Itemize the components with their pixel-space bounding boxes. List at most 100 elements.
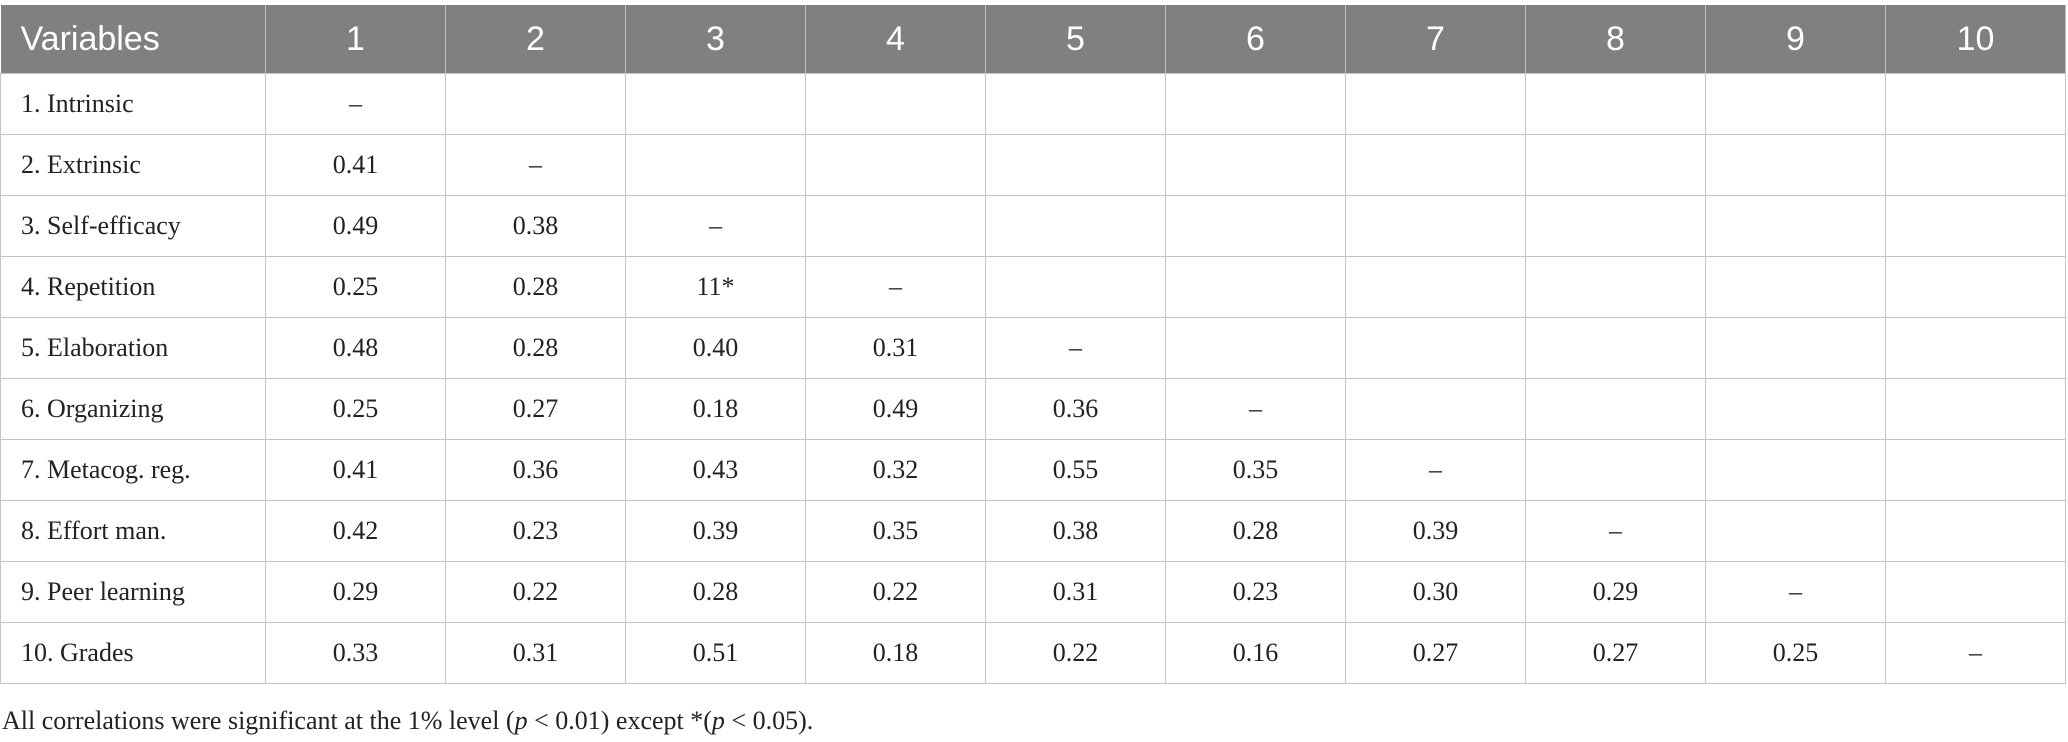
table-cell: 0.41: [265, 134, 446, 196]
empty-cell: [1705, 378, 1886, 440]
table-cell: 0.32: [805, 439, 986, 501]
table-cell: –: [1885, 622, 2066, 684]
footnote-text: p: [514, 706, 528, 735]
table-cell: 0.28: [1165, 500, 1346, 562]
table-row: 8. Effort man. 0.42 0.23 0.39 0.35 0.38 0.28 0.…: [0, 500, 2066, 562]
empty-cell: [985, 256, 1166, 318]
header-cell: 6: [1165, 5, 1346, 74]
row-label: 5. Elaboration: [0, 317, 266, 379]
table-cell: –: [1525, 500, 1706, 562]
table-cell: 0.55: [985, 439, 1166, 501]
empty-cell: [1705, 256, 1886, 318]
footnote-text: < 0.01) except *(: [527, 706, 712, 735]
table-cell: 0.29: [1525, 561, 1706, 623]
table-cell: –: [265, 73, 446, 135]
row-label: 2. Extrinsic: [0, 134, 266, 196]
table-row: 5. Elaboration 0.48 0.28 0.40 0.31–: [0, 317, 2066, 379]
row-label: 4. Repetition: [0, 256, 266, 318]
empty-cell: [1705, 134, 1886, 196]
table-cell: 0.23: [445, 500, 626, 562]
table-cell: 0.35: [1165, 439, 1346, 501]
table-cell: 0.31: [985, 561, 1166, 623]
empty-cell: [1885, 134, 2066, 196]
empty-cell: [1165, 195, 1346, 257]
header-row: Variables 1 2 3 4 5 6 7 8 9 10: [0, 5, 2066, 74]
table-row: 4. Repetition 0.25 0.28 11* –: [0, 256, 2066, 318]
table-body: 1. Intrinsic –2. Extrinsic 0.41–3. Self-ef…: [0, 73, 2066, 684]
table-cell: 0.27: [1345, 622, 1526, 684]
table-cell: 0.18: [805, 622, 986, 684]
empty-cell: [1165, 134, 1346, 196]
table-cell: 11*: [625, 256, 806, 318]
empty-cell: [1885, 256, 2066, 318]
empty-cell: [1705, 439, 1886, 501]
empty-cell: [1885, 561, 2066, 623]
row-label: 1. Intrinsic: [0, 73, 266, 135]
table-row: 10. Grades 0.33 0.31 0.51 0.18 0.22 0.16 0.27 0.…: [0, 622, 2066, 684]
empty-cell: [1525, 195, 1706, 257]
table-cell: 0.22: [805, 561, 986, 623]
empty-cell: [1885, 195, 2066, 257]
table-cell: 0.28: [445, 317, 626, 379]
table-cell: 0.39: [1345, 500, 1526, 562]
empty-cell: [985, 134, 1166, 196]
header-cell: 9: [1705, 5, 1886, 74]
footnote: All correlations were significant at the…: [2, 706, 813, 736]
table-row: 2. Extrinsic 0.41–: [0, 134, 2066, 196]
header-cell: 3: [625, 5, 806, 74]
empty-cell: [1345, 195, 1526, 257]
table-cell: 0.36: [445, 439, 626, 501]
empty-cell: [1165, 317, 1346, 379]
empty-cell: [1885, 317, 2066, 379]
table-cell: –: [625, 195, 806, 257]
table-cell: 0.16: [1165, 622, 1346, 684]
table-cell: –: [985, 317, 1166, 379]
footnote-text: All correlations were significant at the…: [2, 706, 515, 735]
table-row: 6. Organizing 0.25 0.27 0.18 0.49 0.36–: [0, 378, 2066, 440]
empty-cell: [1525, 73, 1706, 135]
table-cell: 0.23: [1165, 561, 1346, 623]
empty-cell: [985, 73, 1166, 135]
table-cell: 0.29: [265, 561, 446, 623]
table-cell: 0.25: [265, 378, 446, 440]
empty-cell: [805, 73, 986, 135]
correlation-table: Variables 1 2 3 4 5 6 7 8 9 10 1. Intrinsic –2. Ext…: [0, 5, 2066, 684]
header-cell: 7: [1345, 5, 1526, 74]
empty-cell: [625, 73, 806, 135]
table-cell: –: [445, 134, 626, 196]
table-cell: 0.40: [625, 317, 806, 379]
empty-cell: [1525, 134, 1706, 196]
empty-cell: [805, 134, 986, 196]
table-cell: 0.36: [985, 378, 1166, 440]
empty-cell: [1705, 500, 1886, 562]
row-label: 10. Grades: [0, 622, 266, 684]
empty-cell: [1885, 500, 2066, 562]
table-cell: 0.35: [805, 500, 986, 562]
table-cell: 0.22: [985, 622, 1166, 684]
table-cell: 0.31: [805, 317, 986, 379]
table-cell: 0.49: [805, 378, 986, 440]
table-cell: 0.27: [445, 378, 626, 440]
empty-cell: [1705, 73, 1886, 135]
row-label: 9. Peer learning: [0, 561, 266, 623]
empty-cell: [1165, 256, 1346, 318]
table-cell: 0.25: [1705, 622, 1886, 684]
empty-cell: [1885, 439, 2066, 501]
empty-cell: [805, 195, 986, 257]
header-cell: 1: [265, 5, 446, 74]
empty-cell: [1705, 195, 1886, 257]
empty-cell: [1345, 73, 1526, 135]
table-cell: 0.39: [625, 500, 806, 562]
empty-cell: [1525, 256, 1706, 318]
header-cell: 8: [1525, 5, 1706, 74]
empty-cell: [1345, 256, 1526, 318]
table-cell: 0.41: [265, 439, 446, 501]
empty-cell: [445, 73, 626, 135]
table-cell: 0.51: [625, 622, 806, 684]
empty-cell: [1525, 317, 1706, 379]
table-cell: 0.28: [625, 561, 806, 623]
table-cell: 0.30: [1345, 561, 1526, 623]
table-cell: 0.38: [445, 195, 626, 257]
table-cell: 0.25: [265, 256, 446, 318]
